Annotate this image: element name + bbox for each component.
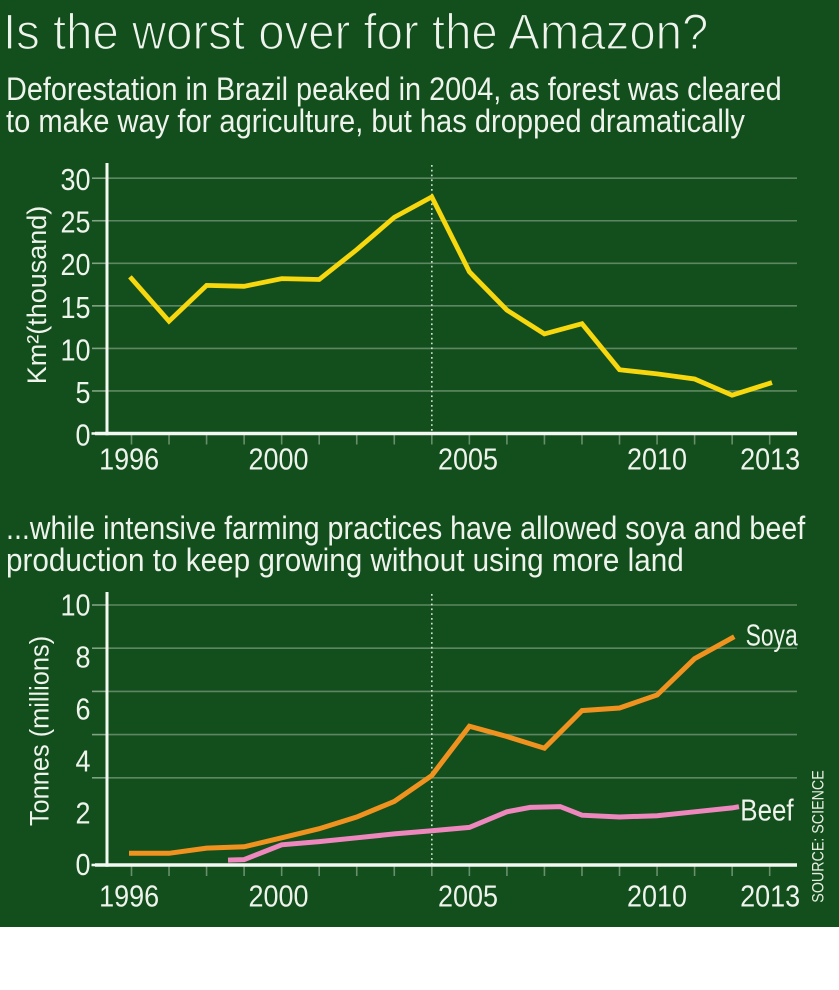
soya-line-label: Soya [746, 618, 798, 652]
x-tick-label: 2013 [740, 880, 800, 914]
x-tick-label: 2005 [438, 880, 498, 914]
deforestation-chart: 30 25 20 15 10 5 0 1996 2000 2005 2010 2013 Km²(thou… [22, 163, 800, 477]
x-tick-label: 2010 [627, 443, 687, 477]
x-tick-label: 2000 [248, 443, 308, 477]
chart2-subtitle: ...while intensive farming practices hav… [6, 510, 839, 579]
chart1-subtitle: Deforestation in Brazil peaked in 2004, … [6, 71, 839, 140]
x-tick-label: 1996 [99, 443, 159, 477]
y-tick-label: 4 [75, 745, 90, 779]
chart1-subtitle-line2: to make way for agriculture, but has dro… [6, 103, 745, 140]
y-tick-label: 8 [75, 641, 90, 675]
beef-line [227, 804, 740, 863]
x-tick-label: 2013 [740, 443, 800, 477]
y-tick-label: 6 [75, 693, 90, 727]
y-tick-label: 20 [60, 249, 90, 283]
y-tick-label: 0 [75, 419, 90, 453]
soya-line [129, 634, 736, 856]
y-tick-label: 25 [60, 206, 90, 240]
chart1-subtitle-line1: Deforestation in Brazil peaked in 2004, … [6, 71, 782, 107]
chart2-subtitle-line2: production to keep growing without using… [6, 542, 684, 579]
beef-line-label: Beef [740, 792, 793, 826]
production-chart: 10 8 6 4 2 0 1996 2000 2005 2010 2013 Tonnes (milli… [24, 589, 828, 914]
chart2-subtitle-line1: ...while intensive farming practices hav… [6, 510, 806, 546]
y-tick-label: 2 [75, 797, 90, 831]
x-tick-label: 1996 [99, 880, 159, 914]
y-tick-label: 5 [75, 376, 90, 410]
deforestation-line [128, 193, 773, 398]
y-axis-title: Tonnes (millions) [24, 636, 55, 826]
y-tick-label: 15 [60, 291, 90, 325]
y-tick-label: 0 [75, 849, 90, 883]
x-tick-label: 2010 [627, 880, 687, 914]
y-tick-label: 30 [60, 164, 90, 198]
y-tick-label: 10 [60, 334, 90, 368]
page-title: Is the worst over for the Amazon? [2, 3, 709, 60]
infographic-panel: Is the worst over for the Amazon? Defore… [0, 0, 839, 927]
source-credit: SOURCE: SCIENCE [809, 770, 827, 902]
x-tick-label: 2005 [438, 443, 498, 477]
y-axis-title: Km²(thousand) [22, 206, 52, 385]
x-tick-label: 2000 [248, 880, 308, 914]
y-tick-label: 10 [60, 589, 90, 623]
